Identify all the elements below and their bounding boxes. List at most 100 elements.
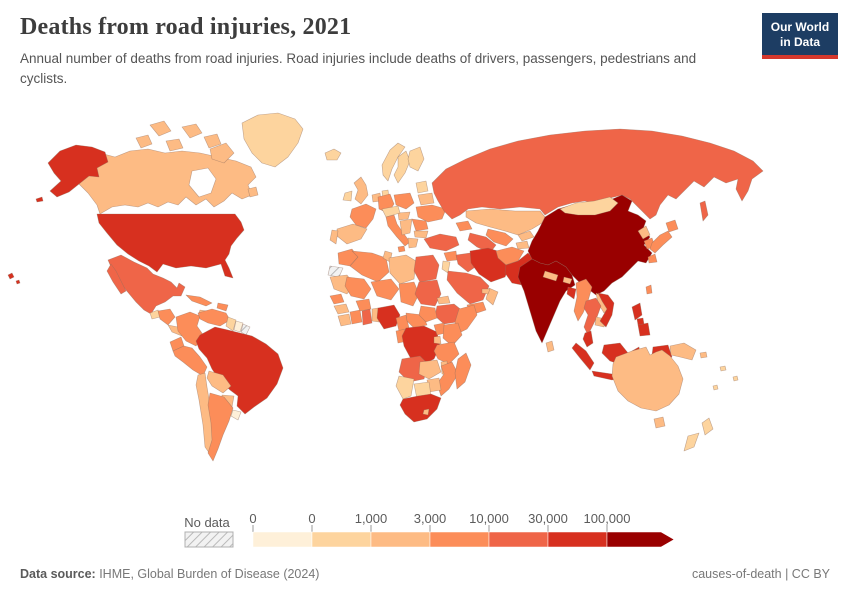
country-rwanda-burundi[interactable] — [433, 335, 442, 345]
country-sri-lanka[interactable] — [545, 340, 555, 353]
country-vietnam[interactable] — [597, 292, 615, 328]
country-namibia[interactable] — [395, 375, 415, 400]
country-canada-arctic2[interactable] — [181, 123, 203, 139]
country-suriname[interactable] — [233, 320, 244, 333]
country-saudi-arabia[interactable] — [446, 270, 490, 305]
country-bhutan[interactable] — [562, 276, 573, 285]
country-new-zealand-south[interactable] — [683, 432, 700, 452]
country-burkina-faso[interactable] — [355, 298, 372, 312]
country-nepal[interactable] — [542, 270, 559, 282]
country-ukraine[interactable] — [415, 204, 447, 223]
country-lesotho[interactable] — [422, 408, 430, 416]
country-australia-tasmania[interactable] — [653, 416, 666, 429]
country-peru[interactable] — [172, 345, 208, 377]
country-bulgaria[interactable] — [413, 230, 429, 239]
country-canada-arctic1[interactable] — [149, 120, 172, 137]
country-pacific-islands3[interactable] — [712, 384, 719, 391]
country-indonesia-sumatra[interactable] — [571, 342, 595, 371]
country-brazil[interactable] — [195, 326, 284, 415]
country-switzerland-austria[interactable] — [381, 205, 401, 218]
country-mexico-baja[interactable] — [106, 263, 127, 295]
legend-bin-6[interactable] — [606, 531, 675, 548]
country-sierra-leone-liberia[interactable] — [337, 313, 352, 327]
legend-bin-4[interactable] — [488, 531, 549, 548]
country-hispaniola[interactable] — [216, 302, 229, 312]
country-egypt[interactable] — [413, 254, 440, 283]
country-portugal[interactable] — [329, 229, 339, 245]
country-france[interactable] — [349, 203, 377, 229]
country-kyrgyzstan[interactable] — [517, 230, 535, 242]
country-usa-hawaii[interactable] — [7, 272, 15, 280]
country-madagascar[interactable] — [454, 352, 472, 390]
country-uae[interactable] — [481, 288, 491, 295]
country-malaysia[interactable] — [582, 330, 594, 348]
country-canada-baffin[interactable] — [209, 142, 235, 164]
country-tanzania[interactable] — [433, 341, 460, 365]
country-myanmar[interactable] — [573, 278, 593, 322]
country-sudan[interactable] — [414, 279, 442, 307]
country-syria[interactable] — [443, 250, 458, 262]
legend-bin-3[interactable] — [429, 531, 490, 548]
country-mongolia[interactable] — [559, 196, 619, 216]
country-kazakhstan[interactable] — [465, 208, 546, 236]
country-venezuela[interactable] — [197, 308, 231, 327]
country-canada-arctic5[interactable] — [165, 138, 184, 152]
country-libya[interactable] — [388, 254, 417, 285]
country-thailand[interactable] — [583, 297, 602, 336]
country-usa-alaska[interactable] — [47, 144, 109, 198]
country-chad[interactable] — [398, 281, 420, 307]
country-papua-new-guinea[interactable] — [669, 342, 697, 361]
country-ireland[interactable] — [342, 190, 353, 202]
country-south-sudan[interactable] — [418, 305, 438, 323]
country-italy-sicily[interactable] — [397, 245, 406, 253]
country-south-africa[interactable] — [399, 393, 442, 423]
country-canada-newfoundland[interactable] — [247, 186, 259, 198]
country-greece[interactable] — [407, 237, 419, 249]
country-india[interactable] — [517, 258, 576, 344]
legend-bin-1[interactable] — [311, 531, 372, 548]
country-png-new-britain[interactable] — [699, 351, 708, 359]
country-tajikistan[interactable] — [515, 240, 530, 250]
country-taiwan[interactable] — [645, 284, 653, 295]
country-bangladesh[interactable] — [566, 286, 577, 300]
country-uk[interactable] — [353, 176, 369, 205]
country-niger[interactable] — [370, 278, 400, 301]
country-nigeria[interactable] — [376, 304, 401, 330]
legend-bin-2[interactable] — [370, 531, 431, 548]
country-uzbekistan[interactable] — [485, 228, 514, 247]
country-sweden[interactable] — [393, 150, 411, 184]
country-canada[interactable] — [61, 148, 257, 215]
country-eritrea[interactable] — [436, 295, 451, 305]
country-new-zealand-north[interactable] — [701, 417, 714, 436]
country-baltics[interactable] — [415, 180, 429, 194]
country-belarus[interactable] — [417, 192, 435, 206]
country-pacific-islands2[interactable] — [732, 375, 739, 382]
country-philippines-luzon[interactable] — [631, 302, 643, 321]
country-australia[interactable] — [611, 346, 684, 412]
country-turkey[interactable] — [423, 233, 460, 252]
country-canada-arctic4[interactable] — [203, 133, 222, 149]
country-bolivia[interactable] — [206, 370, 232, 394]
country-usa[interactable] — [96, 213, 245, 279]
country-balkans[interactable] — [399, 218, 413, 236]
country-greenland[interactable] — [241, 112, 304, 168]
country-canada-arctic3[interactable] — [135, 134, 153, 149]
country-guinea[interactable] — [333, 303, 350, 315]
country-senegal[interactable] — [329, 293, 345, 305]
country-caucasus[interactable] — [455, 220, 473, 232]
country-western-sahara[interactable] — [327, 265, 344, 278]
country-usa-aleutians[interactable] — [35, 196, 44, 203]
country-japan-honshu[interactable] — [649, 230, 673, 254]
country-finland[interactable] — [407, 146, 425, 172]
country-somalia[interactable] — [454, 304, 478, 335]
country-romania[interactable] — [411, 218, 429, 232]
country-czech-hungary[interactable] — [397, 211, 411, 221]
country-philippines-mindanao[interactable] — [637, 322, 651, 337]
owid-logo[interactable]: Our World in Data — [762, 13, 838, 59]
country-japan-kyushu[interactable] — [647, 253, 658, 264]
country-kenya[interactable] — [442, 322, 463, 347]
country-uruguay[interactable] — [230, 409, 242, 421]
country-iceland[interactable] — [324, 148, 342, 161]
country-zambia[interactable] — [418, 359, 442, 380]
country-north-korea[interactable] — [637, 225, 651, 240]
